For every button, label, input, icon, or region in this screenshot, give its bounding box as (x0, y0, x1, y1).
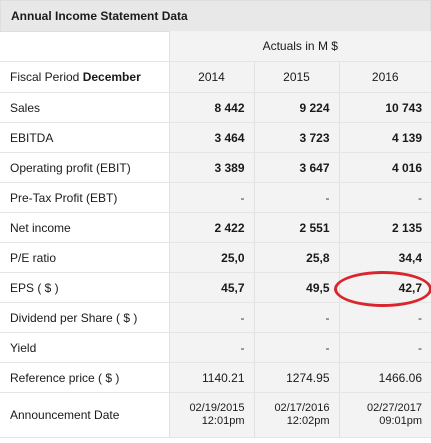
row-label: Operating profit (EBIT) (0, 152, 169, 183)
row-label: Yield (0, 332, 169, 363)
value-cell: 3 647 (253, 152, 339, 183)
table-row: Dividend per Share ( $ ) - - - (0, 302, 431, 333)
value-cell: 49,5 (253, 272, 339, 303)
value-cell: 4 016 (338, 152, 431, 183)
announcement-time: 12:01pm (201, 415, 245, 427)
year-2016: 2016 (338, 61, 431, 93)
fiscal-period-prefix: Fiscal Period (10, 70, 80, 84)
value-cell: 25,0 (168, 242, 254, 273)
year-header-row: Fiscal Period December 2014 2015 2016 (0, 61, 431, 93)
value-cell: - (253, 332, 339, 363)
fiscal-period-month: December (82, 70, 141, 84)
table-row: Pre-Tax Profit (EBT) - - - (0, 182, 431, 213)
widget-header: Annual Income Statement Data (0, 0, 431, 32)
value-cell: 25,8 (253, 242, 339, 273)
value-cell: 45,7 (168, 272, 254, 303)
row-label: Dividend per Share ( $ ) (0, 302, 169, 333)
value-cell: 34,4 (338, 242, 431, 273)
announcement-date: 02/19/2015 (189, 402, 245, 414)
value-cell: - (168, 182, 254, 213)
announcement-time: 12:02pm (286, 415, 330, 427)
table-row: EPS ( $ ) 45,7 49,5 42,7 (0, 272, 431, 303)
value-cell: 10 743 (338, 92, 431, 123)
widget-title: Annual Income Statement Data (11, 9, 188, 23)
table-row: P/E ratio 25,0 25,8 34,4 (0, 242, 431, 273)
table-row: Sales 8 442 9 224 10 743 (0, 92, 431, 123)
value-cell: 2 422 (168, 212, 254, 243)
announcement-date-2016: 02/27/2017 09:01pm (338, 392, 431, 438)
row-label: Pre-Tax Profit (EBT) (0, 182, 169, 213)
value-cell: 1140.21 (168, 362, 254, 393)
value-cell: 2 551 (253, 212, 339, 243)
announcement-date-2015: 02/17/2016 12:02pm (253, 392, 339, 438)
value-cell: - (253, 302, 339, 333)
row-label: P/E ratio (0, 242, 169, 273)
table-row: Operating profit (EBIT) 3 389 3 647 4 016 (0, 152, 431, 183)
value-cell: 42,7 (338, 272, 431, 303)
value-cell: 9 224 (253, 92, 339, 123)
value-cell: 8 442 (168, 92, 254, 123)
announcement-date: 02/17/2016 (274, 402, 330, 414)
value-cell: 1466.06 (338, 362, 431, 393)
income-statement-table: Actuals in M $ Fiscal Period December 20… (0, 31, 431, 438)
value-cell: - (168, 302, 254, 333)
value-cell: - (338, 182, 431, 213)
announcement-label: Announcement Date (0, 392, 169, 438)
announcement-date: 02/27/2017 (366, 402, 423, 414)
value-cell: - (168, 332, 254, 363)
value-cell: 3 389 (168, 152, 254, 183)
header-spacer (0, 31, 169, 62)
announcement-date-2014: 02/19/2015 12:01pm (168, 392, 254, 438)
row-label: EBITDA (0, 122, 169, 153)
value-cell: 4 139 (338, 122, 431, 153)
fiscal-period-label: Fiscal Period December (0, 61, 169, 93)
actuals-header-row: Actuals in M $ (0, 31, 431, 62)
table-row: EBITDA 3 464 3 723 4 139 (0, 122, 431, 153)
value-cell: - (253, 182, 339, 213)
row-label: Net income (0, 212, 169, 243)
value-cell: 1274.95 (253, 362, 339, 393)
value-cell: - (338, 332, 431, 363)
year-2014: 2014 (168, 61, 254, 93)
value-cell: - (338, 302, 431, 333)
table-row: Reference price ( $ ) 1140.21 1274.95 1466.… (0, 362, 431, 393)
row-label: Sales (0, 92, 169, 123)
announcement-row: Announcement Date 02/19/2015 12:01pm 02/1… (0, 392, 431, 438)
year-2015: 2015 (253, 61, 339, 93)
table-row: Net income 2 422 2 551 2 135 (0, 212, 431, 243)
value-cell: 3 723 (253, 122, 339, 153)
value-cell: 3 464 (168, 122, 254, 153)
announcement-time: 09:01pm (379, 415, 423, 427)
row-label: EPS ( $ ) (0, 272, 169, 303)
actuals-label: Actuals in M $ (168, 31, 431, 62)
value-cell: 2 135 (338, 212, 431, 243)
row-label: Reference price ( $ ) (0, 362, 169, 393)
table-row: Yield - - - (0, 332, 431, 363)
